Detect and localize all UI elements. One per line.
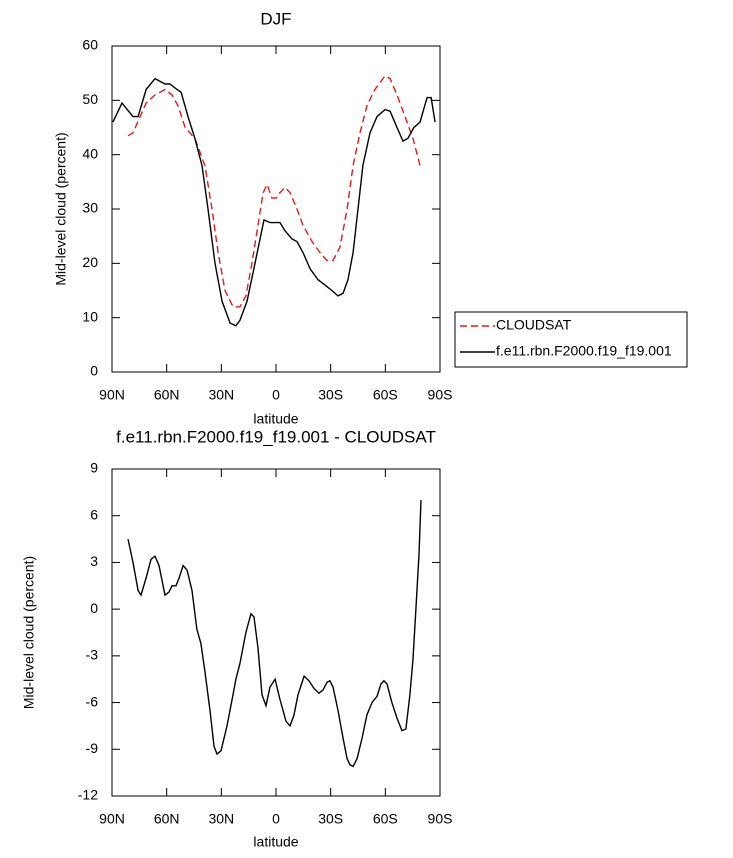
y-tick-label: 10	[82, 308, 98, 324]
x-axis-label: latitude	[253, 834, 298, 850]
legend-label: f.e11.rbn.F2000.f19_f19.001	[496, 343, 672, 359]
plot-frame	[111, 45, 441, 373]
x-tick-label: 90N	[99, 811, 125, 827]
y-tick-label: 40	[82, 145, 98, 161]
y-tick-label: 50	[82, 91, 98, 107]
x-tick-label: 0	[272, 387, 280, 403]
x-tick-label: 90S	[428, 811, 453, 827]
y-tick-label: 30	[82, 200, 98, 216]
y-tick-label: 0	[90, 363, 98, 379]
legend-box	[454, 311, 688, 368]
y-axis-label: Mid-level cloud (percent)	[53, 132, 69, 285]
y-tick-label: 3	[90, 553, 98, 569]
y-tick-label: -12	[78, 787, 98, 803]
y-axis-label: Mid-level cloud (percent)	[21, 556, 37, 709]
x-tick-label: 60N	[154, 811, 180, 827]
x-tick-label: 90N	[99, 387, 125, 403]
legend: CLOUDSAT f.e11.rbn.F2000.f19_f19.001	[454, 311, 688, 368]
y-tick-label: 9	[90, 460, 98, 476]
x-tick-label: 30S	[318, 387, 343, 403]
series-line	[127, 500, 422, 768]
x-tick-label: 30N	[208, 811, 234, 827]
y-tick-label: 0	[90, 600, 98, 616]
x-tick-label: 30S	[318, 811, 343, 827]
chart-title: DJF	[260, 9, 291, 28]
y-tick-label: 6	[90, 506, 98, 522]
series-line	[127, 75, 421, 308]
x-axis-label: latitude	[253, 411, 298, 427]
legend-label: CLOUDSAT	[496, 317, 572, 333]
plot-frame	[111, 468, 441, 797]
x-tick-label: 0	[272, 811, 280, 827]
x-tick-label: 60S	[373, 811, 398, 827]
y-tick-label: -9	[86, 740, 99, 756]
x-tick-label: 60S	[373, 387, 398, 403]
series-line	[112, 77, 436, 327]
chart-title: f.e11.rbn.F2000.f19_f19.001 - CLOUDSAT	[116, 427, 436, 446]
y-tick-label: -3	[86, 647, 99, 663]
x-tick-label: 30N	[208, 387, 234, 403]
x-tick-label: 90S	[428, 387, 453, 403]
y-tick-label: -6	[86, 693, 99, 709]
x-tick-label: 60N	[154, 387, 180, 403]
y-tick-label: 60	[82, 37, 98, 53]
y-tick-label: 20	[82, 254, 98, 270]
